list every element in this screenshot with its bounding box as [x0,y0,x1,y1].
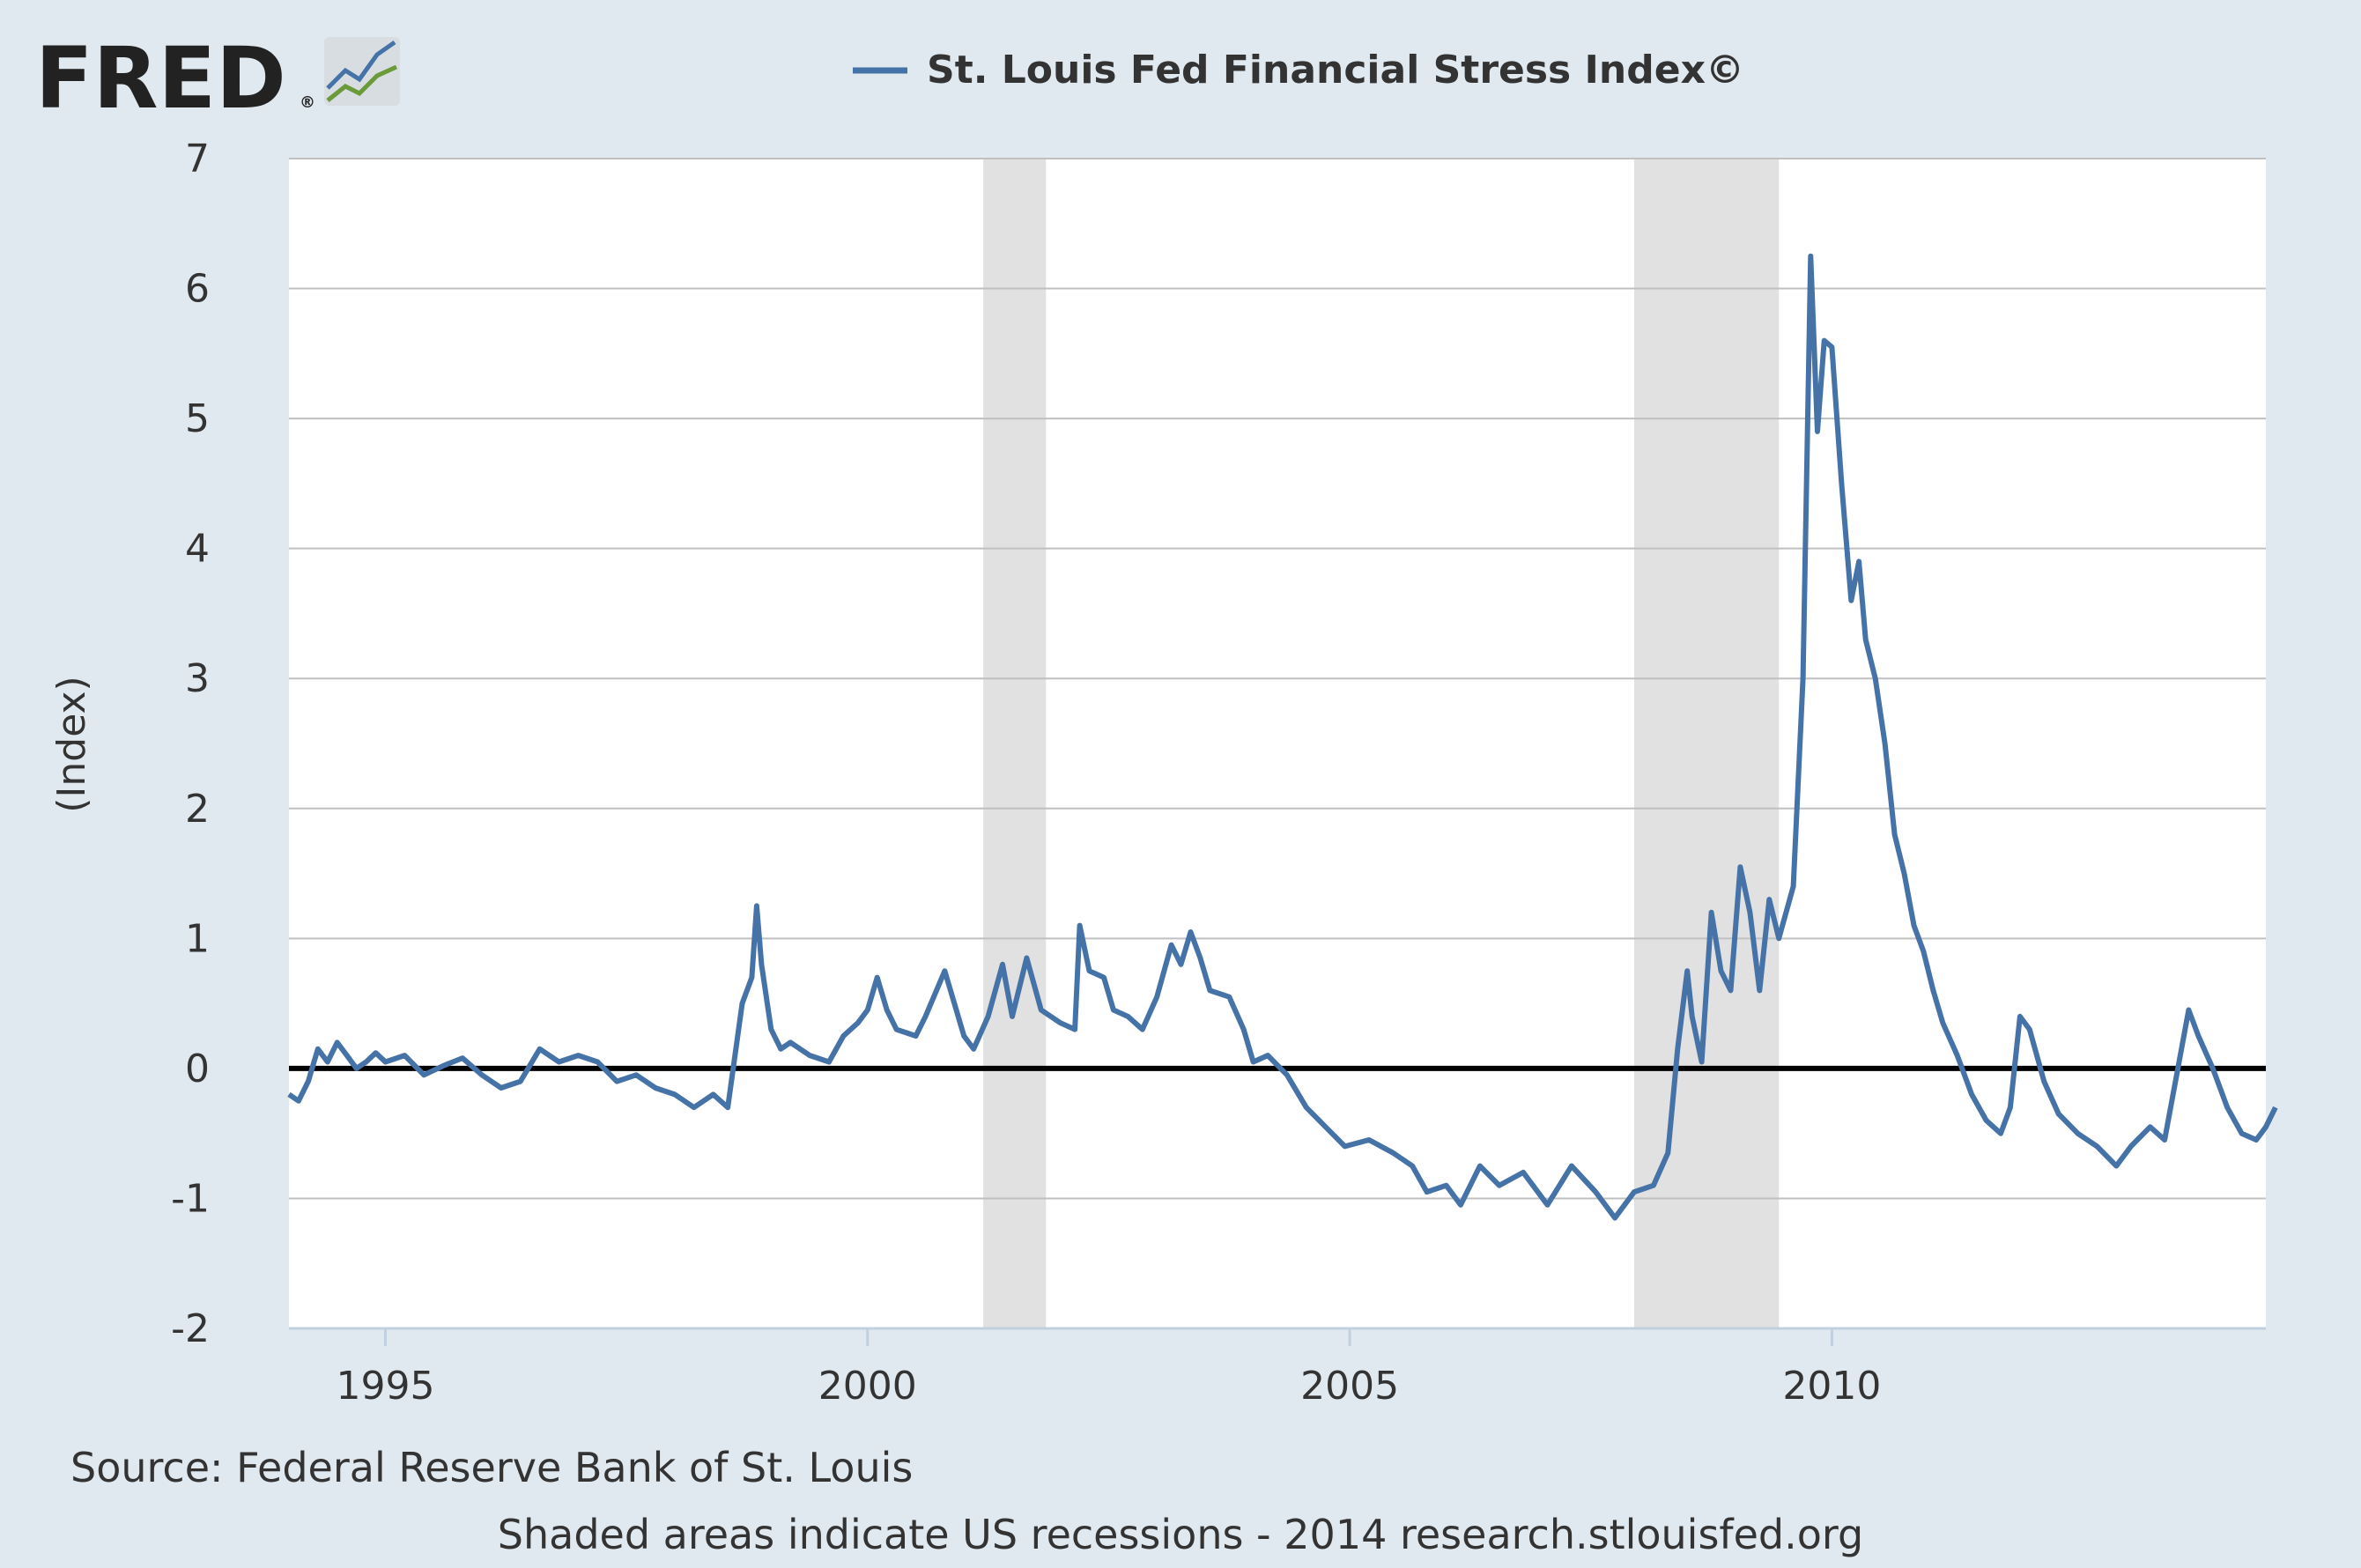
y-tick-label: -1 [171,1176,210,1221]
recession-shading [983,159,1780,1328]
y-tick-label: 4 [185,527,210,572]
y-tick-label: 0 [185,1047,210,1091]
x-tick-label: 2000 [818,1364,917,1409]
y-tick-label: 6 [185,267,210,312]
logo-text: FRED [35,29,286,128]
recession-band [1634,159,1780,1328]
x-tick-labels: 1995 2000 2005 2010 [336,1364,1881,1409]
series-layer [287,253,2278,1221]
x-tick-label: 2005 [1300,1364,1399,1409]
y-axis-label: (Index) [49,676,94,812]
y-tick-label: 1 [185,916,210,961]
recession-note: Shaded areas indicate US recessions - 20… [498,1511,1863,1558]
x-tick-label: 1995 [336,1364,434,1409]
axes [289,1327,2266,1346]
logo-registered-mark: ® [300,93,315,112]
fred-chart-logo-icon [324,37,400,106]
x-tick-label: 2010 [1782,1364,1881,1409]
legend[interactable]: St. Louis Fed Financial Stress Index© [853,48,1744,92]
y-tick-label: 7 [185,137,210,181]
y-tick-label: 2 [185,787,210,832]
y-tick-label: 3 [185,656,210,701]
fred-logo[interactable]: FRED ® [35,29,400,128]
plot-area [289,159,2266,1328]
recession-band [983,159,1047,1328]
y-tick-label: -2 [171,1306,210,1351]
series-line [287,253,2278,1221]
y-tick-labels: -2 -1 0 1 2 3 4 5 6 7 [171,137,210,1351]
source-text: Source: Federal Reserve Bank of St. Loui… [70,1444,913,1491]
y-tick-label: 5 [185,396,210,441]
legend-label: St. Louis Fed Financial Stress Index© [927,48,1744,92]
grid-lines [289,158,2266,1329]
